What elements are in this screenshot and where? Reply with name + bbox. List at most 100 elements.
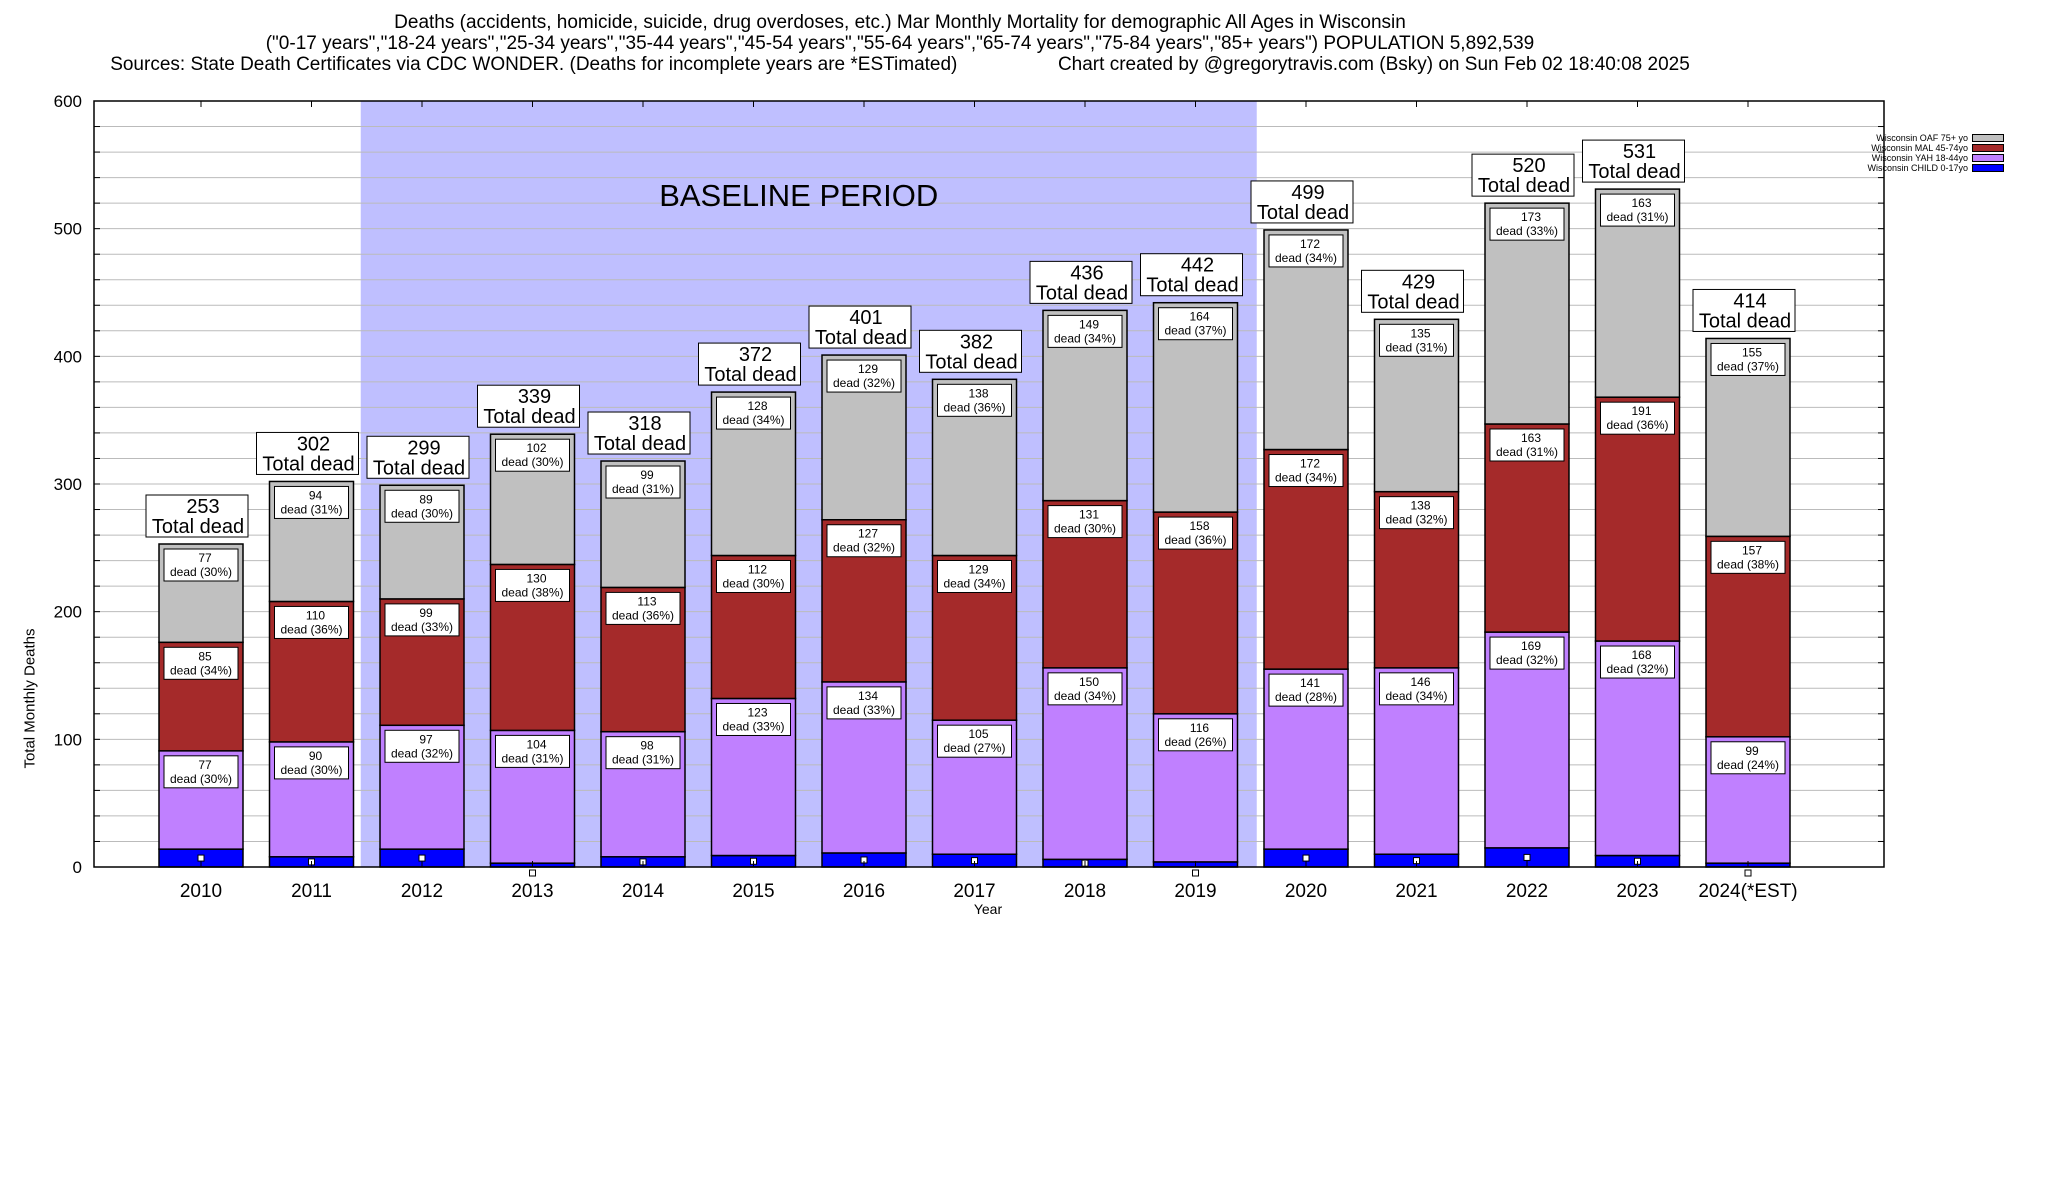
segment-label-value: 146 xyxy=(1410,675,1430,689)
legend-swatch xyxy=(1972,164,2004,172)
segment-label-value: 130 xyxy=(526,571,546,585)
total-label-box xyxy=(256,431,359,475)
total-label-box xyxy=(366,435,470,479)
segment-label-value: 112 xyxy=(748,562,767,576)
segment-label-box xyxy=(274,485,349,519)
segment-label-pct: dead (31%) xyxy=(501,751,563,765)
legend-label: Wisconsin CHILD 0-17yo xyxy=(1867,163,1968,173)
segment-label-value: 163 xyxy=(1521,431,1541,445)
total-label-text: Total dead xyxy=(152,516,244,538)
baseline-period-label: BASELINE PERIOD xyxy=(659,178,938,213)
total-label-value: 401 xyxy=(849,307,882,329)
legend-item: Wisconsin CHILD 0-17yo xyxy=(1867,163,2004,173)
segment-label-pct: dead (36%) xyxy=(280,622,342,636)
x-tick-label: 2010 xyxy=(180,881,222,902)
total-label-text: Total dead xyxy=(704,364,796,386)
segment-label-pct: dead (36%) xyxy=(1164,533,1226,547)
x-tick-label: 2021 xyxy=(1395,881,1437,902)
segment-label-value: 77 xyxy=(198,551,212,565)
segment-label-box xyxy=(1600,645,1675,679)
segment-label-pct: dead (34%) xyxy=(1385,689,1447,703)
segment-label-box xyxy=(716,702,791,736)
legend-label: Wisconsin YAH 18-44yo xyxy=(1871,153,1968,163)
segment-label-value: 127 xyxy=(858,527,878,541)
segment-label-value: 134 xyxy=(858,689,878,703)
plot-frame xyxy=(93,100,1885,868)
child-marker xyxy=(1523,853,1531,861)
segment-label-pct: dead (32%) xyxy=(833,541,895,555)
segment-label-pct: dead (34%) xyxy=(722,413,784,427)
legend-swatch xyxy=(1972,144,2004,152)
total-label-value: 436 xyxy=(1070,262,1103,284)
segment-label-value: 131 xyxy=(1079,508,1099,522)
x-tick-label: 2011 xyxy=(291,881,332,902)
child-marker xyxy=(1744,869,1752,877)
x-tick-label: 2022 xyxy=(1506,881,1548,902)
total-label-text: Total dead xyxy=(373,457,465,479)
segment-label-box xyxy=(1489,428,1565,462)
legend-swatch xyxy=(1972,154,2004,162)
segment-label-pct: dead (34%) xyxy=(1275,251,1337,265)
segment-label-box xyxy=(605,591,681,625)
segment-label-box xyxy=(1158,718,1233,752)
segment-label-box xyxy=(163,755,239,789)
total-label-text: Total dead xyxy=(815,327,907,349)
total-label-value: 382 xyxy=(960,331,993,353)
segment-label-box xyxy=(1710,342,1786,376)
x-tick-label: 2017 xyxy=(953,881,995,902)
segment-label-box xyxy=(274,605,349,639)
segment-label-value: 129 xyxy=(968,562,988,576)
segment-label-box xyxy=(1489,636,1565,670)
segment-label-box xyxy=(716,559,791,593)
segment-label-box xyxy=(1158,307,1233,341)
segment-label-pct: dead (32%) xyxy=(1606,662,1668,676)
segment-label-value: 172 xyxy=(1300,237,1320,251)
total-label-value: 372 xyxy=(739,344,772,366)
total-label-text: Total dead xyxy=(1036,282,1128,304)
x-tick-label: 2020 xyxy=(1285,881,1327,902)
total-label-text: Total dead xyxy=(1146,275,1238,297)
segment-label-value: 123 xyxy=(747,705,767,719)
total-label-box xyxy=(919,329,1022,373)
x-tick-label: 2013 xyxy=(511,881,553,902)
segment-label-pct: dead (37%) xyxy=(1164,324,1226,338)
segment-label-pct: dead (32%) xyxy=(391,746,453,760)
legend-swatch xyxy=(1972,134,2004,142)
x-tick-label: 2015 xyxy=(732,881,774,902)
total-label-value: 531 xyxy=(1623,141,1656,163)
segment-label-value: 102 xyxy=(526,441,546,455)
segment-label-value: 97 xyxy=(419,732,433,746)
total-label-box xyxy=(1471,153,1575,197)
total-label-value: 339 xyxy=(518,386,551,408)
total-label-box xyxy=(1140,253,1243,297)
x-tick-label: 2014 xyxy=(622,881,665,902)
total-label-box xyxy=(698,342,801,386)
segment-label-value: 113 xyxy=(637,594,656,608)
chart-title: Deaths (accidents, homicide, suicide, dr… xyxy=(0,12,1800,75)
y-tick-label: 200 xyxy=(54,603,82,622)
segment-label-pct: dead (34%) xyxy=(943,576,1005,590)
segment-label-pct: dead (32%) xyxy=(1496,653,1558,667)
segment-label-box xyxy=(1047,672,1123,706)
segment-label-box xyxy=(605,465,681,499)
y-tick-label: 600 xyxy=(54,92,82,111)
segment-label-pct: dead (32%) xyxy=(833,376,895,390)
segment-label-pct: dead (33%) xyxy=(833,703,895,717)
segment-label-value: 99 xyxy=(1745,744,1759,758)
segment-label-box xyxy=(1047,505,1123,539)
segment-label-pct: dead (31%) xyxy=(280,502,342,516)
segment-label-box xyxy=(937,559,1012,593)
total-label-text: Total dead xyxy=(1588,161,1680,183)
segment-label-value: 173 xyxy=(1521,210,1541,224)
segment-label-value: 150 xyxy=(1079,675,1099,689)
legend-item: Wisconsin OAF 75+ yo xyxy=(1867,133,2004,143)
segment-label-pct: dead (34%) xyxy=(170,663,232,677)
segment-label-box xyxy=(1379,496,1454,530)
segment-label-value: 191 xyxy=(1631,404,1651,418)
total-label-box xyxy=(587,411,691,455)
total-label-box xyxy=(1692,288,1796,332)
segment-label-value: 149 xyxy=(1079,317,1099,331)
y-tick-label: 300 xyxy=(54,475,82,494)
total-label-value: 499 xyxy=(1291,182,1324,204)
